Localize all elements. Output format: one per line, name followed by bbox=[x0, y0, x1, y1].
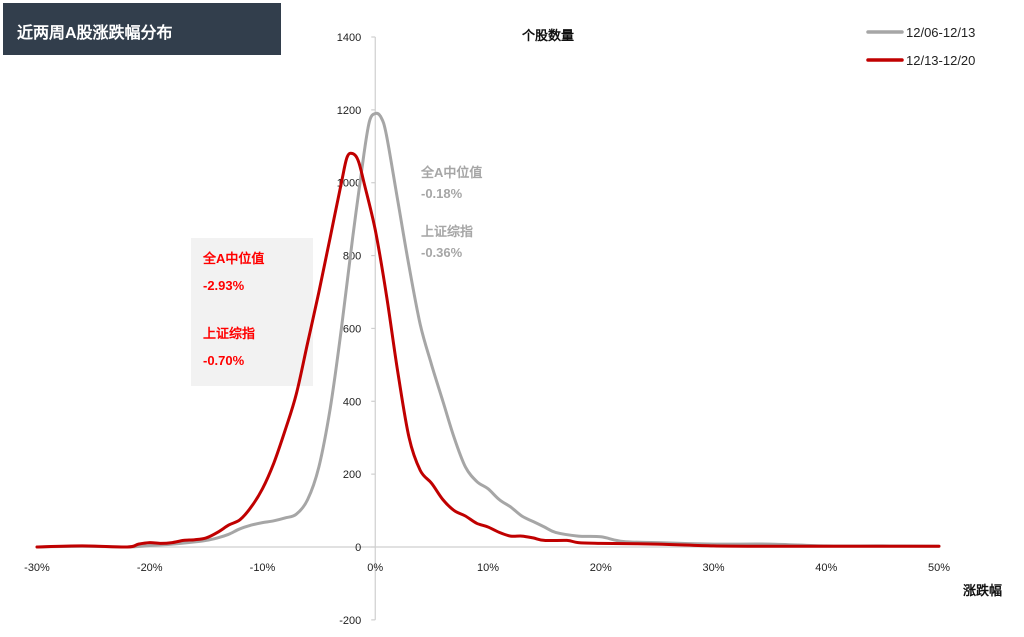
gray-index-value: -0.36% bbox=[421, 245, 463, 260]
red-index-value: -0.70% bbox=[203, 353, 245, 368]
x-tick-label: 20% bbox=[590, 562, 612, 574]
series-layer bbox=[35, 111, 941, 549]
x-tick-label: -10% bbox=[250, 562, 276, 574]
series-line-1206-1213 bbox=[35, 111, 941, 549]
y-tick-label: 1400 bbox=[337, 32, 361, 44]
y-tick-label: 0 bbox=[355, 542, 361, 554]
legend-label: 12/06-12/13 bbox=[906, 25, 975, 40]
red-median-label: 全A中位值 bbox=[202, 251, 264, 266]
y-axis-title: 个股数量 bbox=[521, 28, 574, 43]
legend-item-1213-1220: 12/13-12/20 bbox=[866, 53, 975, 68]
gray-median-label: 全A中位值 bbox=[420, 165, 482, 180]
legend-label: 12/13-12/20 bbox=[906, 53, 975, 68]
legend: 12/06-12/13 12/13-12/20 bbox=[866, 25, 975, 68]
legend-item-1206-1213: 12/06-12/13 bbox=[866, 25, 975, 40]
x-tick-label: 0% bbox=[367, 562, 383, 574]
y-tick-label: 600 bbox=[343, 323, 361, 335]
chart-title-banner: 近两周A股涨跌幅分布 bbox=[3, 3, 281, 55]
x-tick-label: 50% bbox=[928, 562, 950, 574]
y-tick-label: 400 bbox=[343, 396, 361, 408]
page-title: 近两周A股涨跌幅分布 bbox=[17, 25, 173, 42]
x-axis-title: 涨跌幅 bbox=[962, 583, 1002, 598]
y-tick-label: 1200 bbox=[337, 105, 361, 117]
red-median-value: -2.93% bbox=[203, 278, 245, 293]
y-tick-label: 800 bbox=[343, 251, 361, 263]
x-tick-label: 10% bbox=[477, 562, 499, 574]
x-tick-label: -30% bbox=[24, 562, 50, 574]
series-line-1213-1220 bbox=[35, 151, 941, 549]
y-tick-label: 200 bbox=[343, 469, 361, 481]
red-annotation-box bbox=[191, 238, 313, 386]
y-tick-label: -200 bbox=[339, 615, 361, 627]
x-tick-label: 40% bbox=[815, 562, 837, 574]
red-index-label: 上证综指 bbox=[203, 326, 255, 341]
x-tick-label: -20% bbox=[137, 562, 163, 574]
x-tick-label: 30% bbox=[702, 562, 724, 574]
gray-median-value: -0.18% bbox=[421, 186, 463, 201]
gray-index-label: 上证综指 bbox=[421, 224, 473, 239]
